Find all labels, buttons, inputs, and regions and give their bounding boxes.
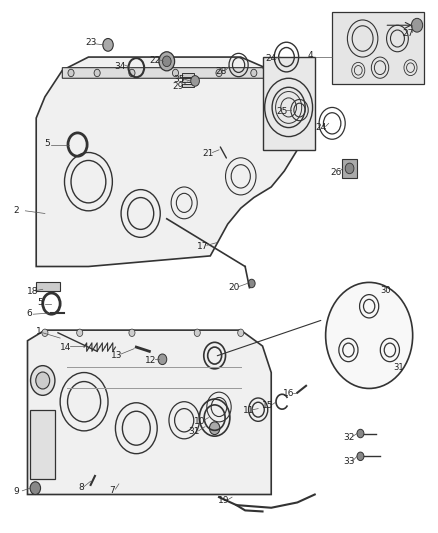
Text: 26: 26 [330, 167, 341, 176]
Circle shape [42, 329, 48, 336]
Text: 31: 31 [188, 427, 200, 437]
Text: 5: 5 [44, 139, 50, 148]
Circle shape [94, 69, 100, 77]
Text: 19: 19 [218, 496, 229, 505]
Circle shape [30, 482, 41, 495]
Circle shape [248, 279, 255, 288]
Polygon shape [28, 330, 271, 495]
Circle shape [77, 329, 83, 336]
Text: 24: 24 [265, 54, 277, 63]
Circle shape [216, 69, 222, 77]
Circle shape [31, 366, 55, 395]
Text: 28: 28 [215, 67, 227, 76]
Text: 22: 22 [149, 56, 161, 65]
Bar [342, 159, 357, 178]
Circle shape [251, 69, 257, 77]
Text: 31: 31 [393, 363, 404, 372]
Circle shape [357, 429, 364, 438]
Text: 11: 11 [243, 406, 254, 415]
Text: 1: 1 [35, 327, 41, 336]
Bar [30, 410, 55, 479]
Polygon shape [332, 12, 424, 84]
Circle shape [68, 69, 74, 77]
Circle shape [191, 76, 199, 86]
Text: 33: 33 [343, 457, 354, 466]
Text: 24: 24 [316, 123, 327, 132]
Text: 2: 2 [14, 206, 19, 215]
Polygon shape [62, 68, 271, 78]
Bar [182, 84, 194, 87]
Text: 27: 27 [403, 29, 414, 38]
Text: 8: 8 [78, 483, 84, 492]
Text: 30: 30 [380, 286, 391, 295]
Text: 23: 23 [85, 38, 96, 47]
Text: 20: 20 [229, 283, 240, 292]
Circle shape [345, 163, 354, 174]
Text: 29: 29 [172, 82, 184, 91]
Text: 14: 14 [60, 343, 71, 352]
Text: 25: 25 [276, 107, 288, 116]
Text: 15: 15 [262, 401, 274, 410]
Circle shape [411, 18, 423, 32]
Text: 4: 4 [307, 51, 313, 60]
Text: 12: 12 [145, 356, 156, 365]
Circle shape [194, 329, 200, 336]
Text: 6: 6 [26, 309, 32, 318]
Text: 18: 18 [27, 287, 39, 296]
Text: 21: 21 [202, 149, 214, 158]
Circle shape [357, 452, 364, 461]
Circle shape [129, 329, 135, 336]
Text: 17: 17 [197, 242, 208, 251]
Text: 35: 35 [173, 75, 185, 84]
Circle shape [158, 354, 167, 365]
Polygon shape [36, 57, 297, 266]
Circle shape [238, 329, 244, 336]
Circle shape [129, 69, 135, 77]
Bar [36, 282, 60, 292]
Bar [182, 78, 194, 82]
Circle shape [173, 69, 179, 77]
Text: 34: 34 [114, 62, 126, 70]
Text: 16: 16 [283, 389, 294, 398]
Polygon shape [262, 57, 315, 150]
Text: 32: 32 [343, 433, 354, 442]
Circle shape [159, 52, 175, 71]
Text: 10: 10 [194, 417, 205, 426]
Circle shape [209, 422, 220, 434]
Circle shape [103, 38, 113, 51]
Circle shape [36, 372, 49, 389]
Text: 5: 5 [38, 298, 43, 307]
Text: 13: 13 [111, 351, 123, 360]
Circle shape [162, 56, 171, 67]
Circle shape [325, 282, 413, 389]
Text: 7: 7 [110, 486, 115, 495]
Bar [182, 73, 194, 77]
Text: 9: 9 [14, 487, 20, 496]
